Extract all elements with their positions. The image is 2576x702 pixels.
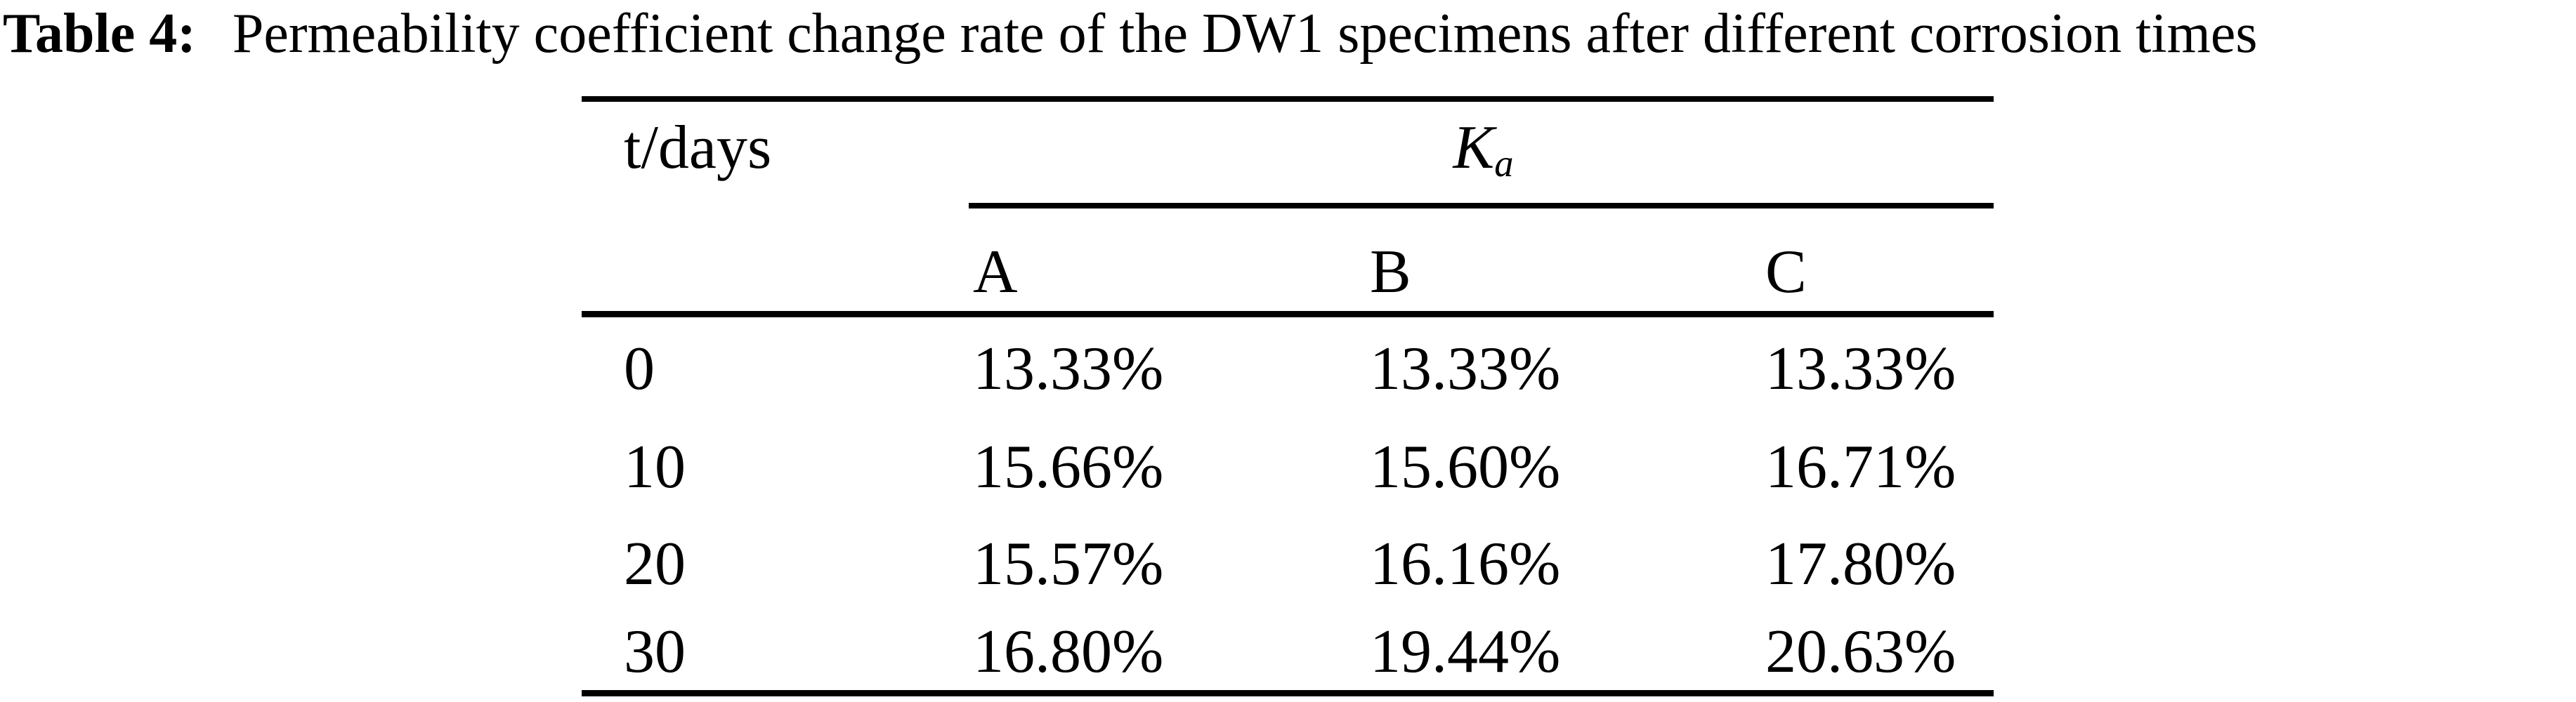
table-caption: Table 4: Permeability coefficient change … (3, 3, 2257, 65)
cell-a: 15.66% (973, 433, 1164, 501)
table-row: 30 16.80% 19.44% 20.63% (582, 621, 1994, 683)
subheader-cell-b: B (1370, 238, 1411, 306)
cell-tdays: 20 (624, 530, 686, 598)
cell-a: 16.80% (973, 618, 1164, 686)
table-row: 10 15.66% 15.60% 16.71% (582, 437, 1994, 498)
table-rule-mid (582, 311, 1994, 317)
ka-symbol: K (1453, 114, 1495, 182)
subheader-cell-empty (582, 241, 973, 303)
cell-b: 15.60% (1370, 433, 1561, 501)
cell-tdays: 30 (624, 618, 686, 686)
cell-b: 13.33% (1370, 335, 1561, 403)
cell-c: 13.33% (1765, 335, 1956, 403)
cell-tdays: 10 (624, 433, 686, 501)
cell-c: 16.71% (1765, 433, 1956, 501)
data-table: t/days Ka A B C 0 13.33% 13.33% 13.33% 1… (582, 96, 1994, 698)
subheader-cell-c: C (1765, 238, 1807, 306)
table-rule-top (582, 96, 1994, 102)
table-row: 20 15.57% 16.16% 17.80% (582, 534, 1994, 595)
ka-subscript: a (1494, 142, 1514, 185)
table-rule-under-ka (969, 203, 1994, 208)
table-rule-bottom (582, 690, 1994, 696)
subheader-cell-a: A (973, 238, 1018, 306)
cell-a: 13.33% (973, 335, 1164, 403)
cell-b: 19.44% (1370, 618, 1561, 686)
cell-c: 17.80% (1765, 530, 1956, 598)
table-header-row: t/days Ka (582, 114, 1994, 183)
table-caption-text: Permeability coefficient change rate of … (232, 3, 2258, 65)
table-row: 0 13.33% 13.33% 13.33% (582, 338, 1994, 400)
cell-b: 16.16% (1370, 530, 1561, 598)
cell-a: 15.57% (973, 530, 1164, 598)
cell-c: 20.63% (1765, 618, 1956, 686)
cell-tdays: 0 (624, 335, 655, 403)
table-subheader-row: A B C (582, 241, 1994, 303)
header-cell-ka: Ka (973, 114, 1994, 183)
table-caption-label: Table 4: (3, 3, 196, 65)
header-cell-tdays: t/days (624, 114, 772, 182)
